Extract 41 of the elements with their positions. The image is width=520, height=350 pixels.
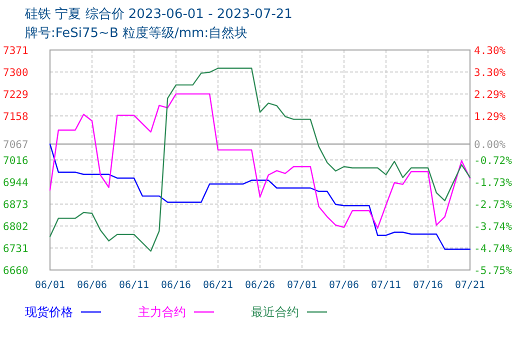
y2-tick-label: 3.30% <box>474 66 506 79</box>
y2-tick-label: -1.73% <box>474 177 513 189</box>
y-tick-label: 7016 <box>3 154 28 167</box>
x-tick-label: 06/11 <box>118 280 150 291</box>
x-tick-label: 07/01 <box>286 280 318 291</box>
y2-tick-label: -5.75% <box>474 265 513 277</box>
x-tick-label: 07/11 <box>370 280 402 291</box>
x-tick-label: 06/16 <box>160 280 192 291</box>
x-tick-label: 07/06 <box>328 280 360 291</box>
y2-tick-label: -0.72% <box>474 154 513 167</box>
y-tick-label: 7067 <box>3 139 28 152</box>
legend-label: 现货价格 <box>25 305 73 319</box>
y-tick-label: 6873 <box>3 199 28 212</box>
y2-tick-label: 1.29% <box>474 110 506 123</box>
y-tick-label: 7371 <box>3 45 28 57</box>
y-tick-label: 7229 <box>3 88 28 101</box>
y2-tick-label: 4.30% <box>474 45 506 57</box>
legend-label: 最近合约 <box>251 305 299 319</box>
x-tick-label: 06/21 <box>202 280 234 291</box>
y2-tick-label: -2.73% <box>474 198 513 211</box>
line-series <box>49 93 471 229</box>
y2-tick-label: -3.74% <box>474 221 513 233</box>
chart-subtitle: 牌号:FeSi75~B 粒度等级/mm:自然块 <box>25 25 248 41</box>
x-tick-label: 06/06 <box>76 280 108 291</box>
x-tick-label: 06/01 <box>34 280 66 291</box>
y-tick-label: 7158 <box>3 110 28 123</box>
chart-title: 硅铁 宁夏 综合价 2023-06-01 - 2023-07-21 <box>24 6 292 22</box>
y2-tick-label: 2.29% <box>474 89 506 101</box>
y-tick-label: 6944 <box>3 177 28 190</box>
x-tick-label: 07/16 <box>412 280 444 291</box>
x-tick-label: 06/26 <box>244 280 276 291</box>
y-tick-label: 6802 <box>3 221 28 234</box>
y2-tick-label: -4.74% <box>474 242 513 255</box>
y-tick-label: 6731 <box>3 243 28 256</box>
y-tick-label: 6660 <box>3 265 28 277</box>
legend-label: 主力合约 <box>138 305 186 319</box>
line-series <box>49 143 471 250</box>
y-tick-label: 7300 <box>3 66 28 79</box>
y2-tick-label: 0.00% <box>474 139 506 152</box>
x-tick-label: 07/21 <box>454 280 486 291</box>
line-series <box>49 68 471 252</box>
